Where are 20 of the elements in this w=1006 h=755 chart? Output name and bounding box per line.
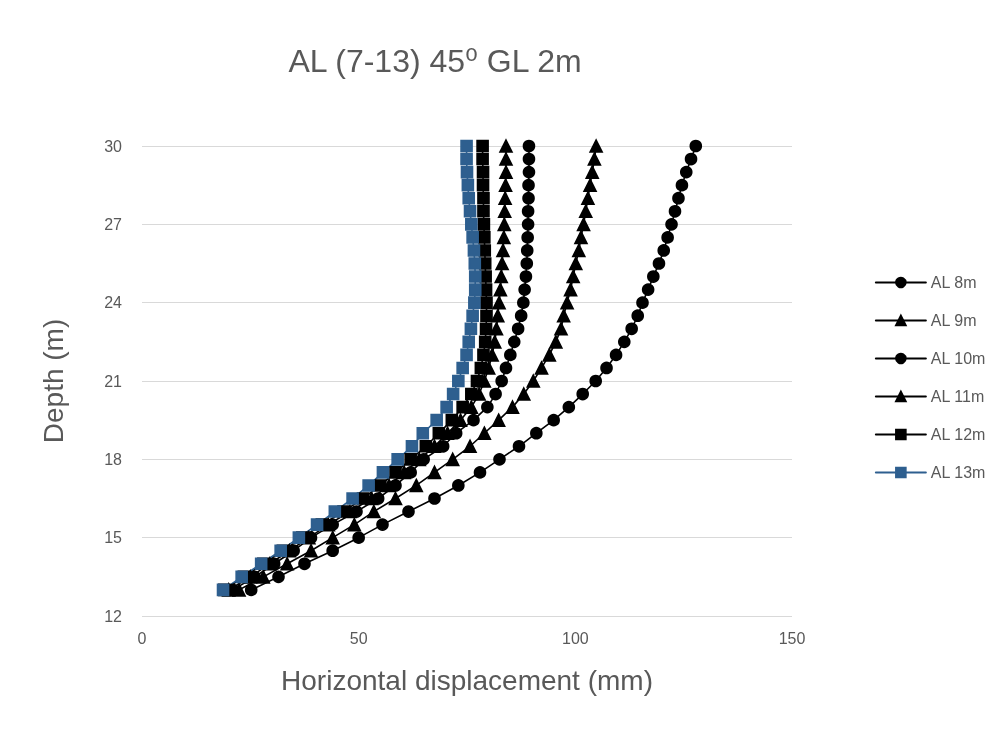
legend-label: AL 10m: [930, 350, 986, 367]
chart-title: AL (7-13) 45⁰ GL 2m: [288, 43, 582, 79]
y-tick-label: 30: [104, 137, 123, 155]
y-tick-label: 12: [104, 607, 123, 625]
x-tick-label: 150: [778, 629, 806, 647]
x-axis-title: Horizontal displacement (mm): [281, 664, 653, 696]
x-tick-label: 50: [349, 629, 368, 647]
y-tick-label: 21: [104, 372, 123, 390]
y-tick-label: 18: [104, 450, 123, 468]
legend-label: AL 13m: [930, 464, 986, 481]
y-tick-label: 15: [104, 529, 123, 547]
legend-label: AL 9m: [930, 312, 977, 329]
y-axis-title: Depth (m): [37, 318, 69, 444]
y-tick-label: 27: [104, 215, 123, 233]
legend-label: AL 12m: [930, 426, 986, 443]
legend-label: AL 8m: [930, 274, 977, 291]
y-tick-label: 24: [104, 294, 123, 312]
x-tick-label: 0: [137, 629, 147, 647]
legend-label: AL 11m: [930, 388, 985, 405]
x-tick-label: 100: [561, 629, 589, 647]
